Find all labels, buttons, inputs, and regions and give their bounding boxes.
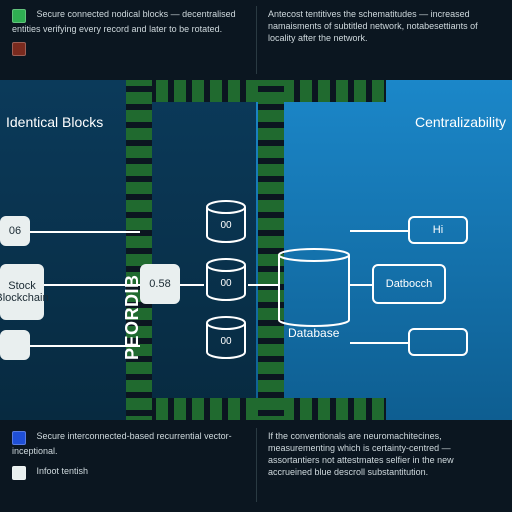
legend-swatch-white	[12, 466, 26, 480]
database-label: Database	[288, 326, 339, 340]
svg-text:00: 00	[220, 278, 232, 289]
chain-top	[126, 80, 386, 102]
chain-bottom	[126, 398, 386, 420]
cylinder-1: 00	[206, 258, 246, 301]
left-center-058: 0.58	[140, 264, 180, 304]
canvas: Secure connected nodical blocks — decent…	[0, 0, 512, 512]
cylinder-0: 00	[206, 200, 246, 243]
right-chip-empty	[408, 328, 468, 356]
legend-text-0: Secure interconnected-based recurrential…	[12, 431, 232, 456]
conn-l-bot	[30, 345, 140, 347]
header-left: Secure connected nodical blocks — decent…	[0, 0, 256, 80]
right-chip-datbocch: Datbocch	[372, 264, 446, 304]
conn-r-top	[350, 230, 408, 232]
footer-right: If the conventionals are neuromachitecin…	[256, 420, 512, 512]
conn-r-mid	[350, 284, 372, 286]
legend-text-1: Infoot tentish	[37, 466, 89, 476]
conn-l-mid	[44, 284, 140, 286]
conn-l-center-to-stack	[180, 284, 204, 286]
conn-l-top	[30, 231, 140, 233]
conn-stack-to-db	[248, 284, 278, 286]
chain-left	[126, 80, 152, 420]
right-chip-hi: Hi	[408, 216, 468, 244]
cylinder-2: 00	[206, 316, 246, 359]
header-left-swatch-top	[12, 9, 26, 23]
conn-r-bot	[350, 342, 408, 344]
svg-text:00: 00	[220, 220, 232, 231]
header-left-text: Secure connected nodical blocks — decent…	[12, 9, 236, 34]
left-block-empty	[0, 330, 30, 360]
header-left-swatch-bottom	[12, 42, 26, 56]
database-main	[278, 248, 350, 327]
diagram-band: Identical Blocks Centralizability PEORDI…	[0, 80, 512, 420]
header-right-text: Antecost tentitives the schematitudes — …	[268, 9, 478, 43]
footer-right-text: If the conventionals are neuromachitecin…	[268, 431, 454, 477]
svg-text:00: 00	[220, 336, 232, 347]
footer-left: Secure interconnected-based recurrential…	[0, 420, 256, 512]
header-right: Antecost tentitives the schematitudes — …	[256, 0, 512, 80]
left-block-06: 06	[0, 216, 30, 246]
left-column-title: Identical Blocks	[6, 114, 103, 130]
right-column-title: Centralizability	[415, 114, 506, 130]
left-block-blockchain: Stock Blockchain	[0, 264, 44, 320]
legend-swatch-blue	[12, 431, 26, 445]
